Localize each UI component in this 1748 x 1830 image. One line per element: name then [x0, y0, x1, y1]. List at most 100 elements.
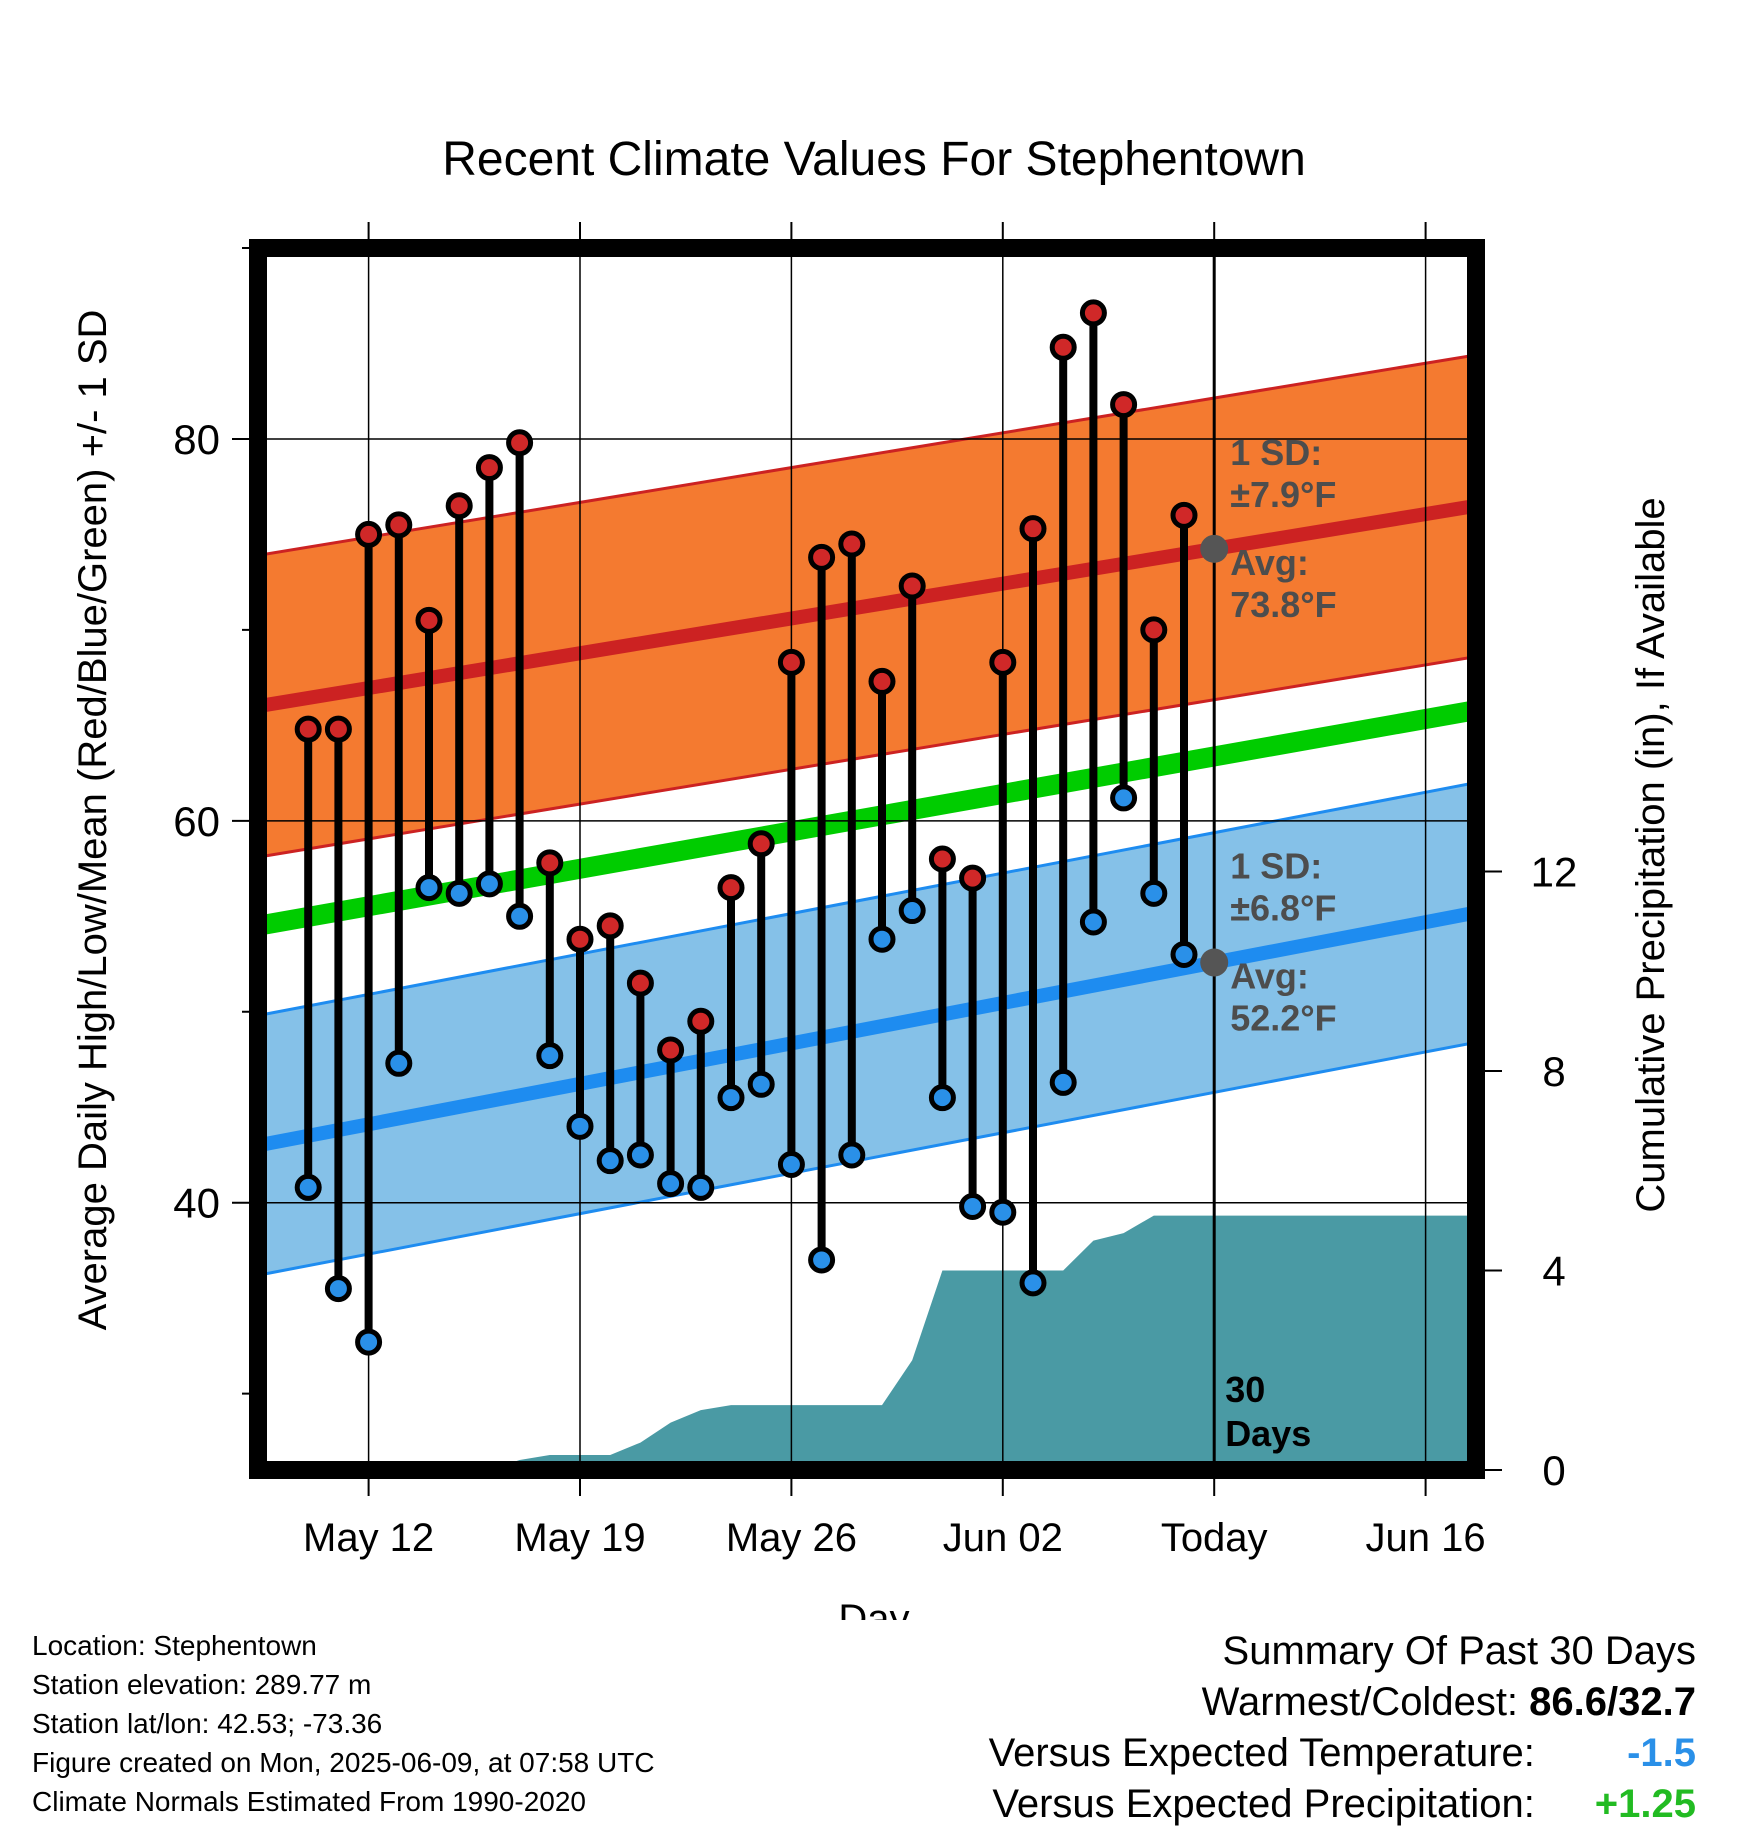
x-axis-label: Day [838, 1597, 909, 1620]
high-sd-value: ±7.9°F [1230, 474, 1336, 515]
high-point [777, 648, 805, 676]
y-right-tick-label: 0 [1542, 1447, 1565, 1494]
low-point [1079, 908, 1107, 936]
high-point [717, 874, 745, 902]
summary-heading: Summary Of Past 30 Days [1222, 1629, 1696, 1673]
station-location: Location: Stephentown [32, 1630, 317, 1661]
high-point [959, 864, 987, 892]
high-point [868, 667, 896, 695]
low-sd-value: ±6.8°F [1230, 888, 1336, 929]
high-point [294, 715, 322, 743]
high-point [415, 606, 443, 634]
x-tick-label: Today [1161, 1516, 1268, 1560]
high-point [1110, 391, 1138, 419]
high-point [626, 969, 654, 997]
low-point [1140, 879, 1168, 907]
high-point [566, 925, 594, 953]
temp-value: -1.5 [1627, 1731, 1696, 1775]
low-point [566, 1112, 594, 1140]
low-point [687, 1173, 715, 1201]
low-sd-lower [258, 1040, 1476, 1277]
low-point [355, 1328, 383, 1356]
high-point [838, 530, 866, 558]
x-tick-label: May 12 [303, 1516, 434, 1560]
low-point [838, 1141, 866, 1169]
high-point [324, 715, 352, 743]
climate-normals: Climate Normals Estimated From 1990-2020 [32, 1786, 586, 1817]
high-avg-value: 73.8°F [1230, 584, 1336, 625]
low-point [596, 1147, 624, 1175]
y-axis-label-right: Cumulative Precipitation (in), If Availa… [1629, 497, 1673, 1212]
low-point [989, 1198, 1017, 1226]
x-tick-label: Jun 02 [943, 1516, 1063, 1560]
y-right-tick-label: 12 [1531, 848, 1578, 895]
high-point [898, 572, 926, 600]
low-point [1049, 1068, 1077, 1096]
summary-temp-row: Versus Expected Temperature: -1.5 [989, 1728, 1696, 1779]
x-tick-label: May 26 [726, 1516, 857, 1560]
temp-label: Versus Expected Temperature: [988, 1731, 1535, 1775]
high-point [506, 429, 534, 457]
today-high-avg-marker [1200, 534, 1229, 563]
high-point [1140, 616, 1168, 644]
y-left-tick-label: 40 [173, 1180, 220, 1227]
x-tick-label: Jun 16 [1366, 1516, 1486, 1560]
y-left-tick-label: 60 [173, 798, 220, 845]
high-point [657, 1036, 685, 1064]
low-point [294, 1173, 322, 1201]
y-right-tick-label: 4 [1542, 1247, 1565, 1294]
low-point [626, 1141, 654, 1169]
low-point [536, 1042, 564, 1070]
warmest-value: 86.6/32.7 [1529, 1680, 1696, 1724]
high-point [1049, 333, 1077, 361]
high-point [687, 1007, 715, 1035]
high-point [536, 849, 564, 877]
high-avg-label: Avg: [1230, 542, 1309, 583]
high-point [445, 492, 473, 520]
low-point [808, 1246, 836, 1274]
precip-label: Versus Expected Precipitation: [992, 1782, 1535, 1826]
low-avg-label: Avg: [1230, 956, 1309, 997]
today-low-avg-marker [1200, 948, 1229, 977]
warmest-label: Warmest/Coldest: [1201, 1680, 1519, 1724]
high-point [385, 511, 413, 539]
low-normal-line [258, 905, 1476, 1153]
low-point [324, 1275, 352, 1303]
high-point [1019, 515, 1047, 543]
low-point [868, 925, 896, 953]
high-point [596, 912, 624, 940]
station-elevation: Station elevation: 289.77 m [32, 1669, 372, 1700]
summary-warmest-row: Warmest/Coldest: 86.6/32.7 [989, 1677, 1696, 1728]
summary-panel: Summary Of Past 30 Days Warmest/Coldest:… [989, 1626, 1696, 1830]
climate-chart: Recent Climate Values For Stephentown 1 … [71, 133, 1673, 1620]
plot-frame [249, 239, 1485, 1479]
today-days-label-number: 30 [1225, 1369, 1265, 1410]
high-sd-label: 1 SD: [1230, 432, 1322, 473]
low-point [385, 1049, 413, 1077]
y-left-tick-label: 80 [173, 416, 220, 463]
high-point [989, 648, 1017, 676]
high-point [747, 830, 775, 858]
plot-clip-group [258, 248, 1476, 1470]
x-tick-label: May 19 [514, 1516, 645, 1560]
low-point [475, 870, 503, 898]
low-point [1170, 940, 1198, 968]
today-days-label-unit: Days [1225, 1413, 1311, 1454]
low-point [415, 874, 443, 902]
low-point [747, 1070, 775, 1098]
low-point [898, 897, 926, 925]
low-point [717, 1084, 745, 1112]
precip-value: +1.25 [1594, 1782, 1696, 1826]
low-point [1019, 1269, 1047, 1297]
high-point [808, 543, 836, 571]
figure-created: Figure created on Mon, 2025-06-09, at 07… [32, 1747, 655, 1778]
high-point [928, 845, 956, 873]
low-point [959, 1193, 987, 1221]
low-sd-label: 1 SD: [1230, 846, 1322, 887]
y-right-tick-label: 8 [1542, 1048, 1565, 1095]
high-point [475, 454, 503, 482]
station-latlon: Station lat/lon: 42.53; -73.36 [32, 1708, 383, 1739]
low-point [928, 1084, 956, 1112]
summary-precip-row: Versus Expected Precipitation: +1.25 [989, 1779, 1696, 1830]
low-point [445, 879, 473, 907]
